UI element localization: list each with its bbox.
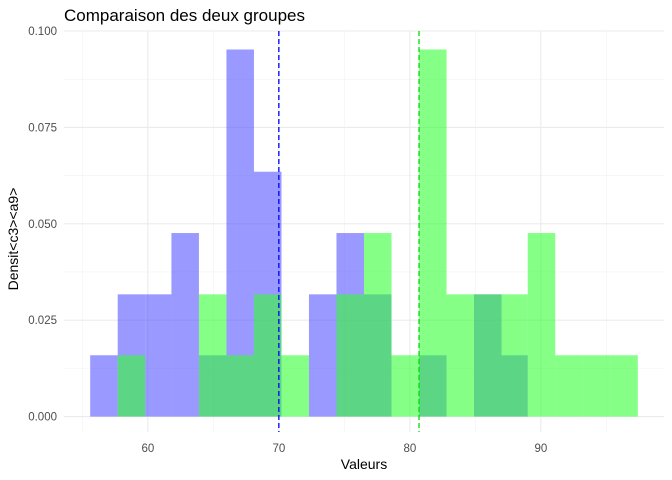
histogram-bar <box>90 355 118 417</box>
y-tick-label: 0.050 <box>28 219 57 231</box>
y-tick-label: 0.100 <box>28 26 57 38</box>
histogram-bar <box>582 355 611 417</box>
histogram-bar <box>391 355 420 417</box>
histogram-bar <box>336 294 364 417</box>
histogram-bar <box>253 294 282 417</box>
histogram-bar <box>281 355 309 417</box>
histogram-bar <box>555 355 583 417</box>
chart-title: Comparaison des deux groupes <box>64 6 305 25</box>
histogram-bar <box>527 233 556 417</box>
histogram-bar <box>501 294 528 417</box>
x-tick-label: 70 <box>272 443 285 455</box>
histogram-bar <box>171 233 199 417</box>
histogram-bar <box>226 355 254 417</box>
histogram-bar <box>474 294 502 417</box>
x-tick-label: 60 <box>141 443 154 455</box>
y-axis-title: Densit<c3><a9> <box>5 188 21 291</box>
x-tick-label: 90 <box>534 443 547 455</box>
bars <box>90 49 638 417</box>
x-tick-label: 80 <box>403 443 416 455</box>
histogram-bar <box>364 233 392 417</box>
y-tick-label: 0.025 <box>28 315 57 327</box>
y-tick-label: 0.075 <box>28 122 57 134</box>
y-tick-label: 0.000 <box>28 412 57 424</box>
x-axis-title: Valeurs <box>341 456 387 472</box>
histogram-bar <box>446 294 475 417</box>
histogram-bar <box>198 294 227 417</box>
mean-lines <box>278 31 420 432</box>
histogram-bar <box>145 294 172 417</box>
histogram-bar <box>308 294 337 417</box>
tick-labels: 60 70 80 90 0.000 0.025 0.050 0.075 0.100 <box>28 26 547 455</box>
histogram-bar <box>610 355 638 417</box>
histogram-bar <box>117 355 146 417</box>
histogram-bar <box>419 49 447 417</box>
